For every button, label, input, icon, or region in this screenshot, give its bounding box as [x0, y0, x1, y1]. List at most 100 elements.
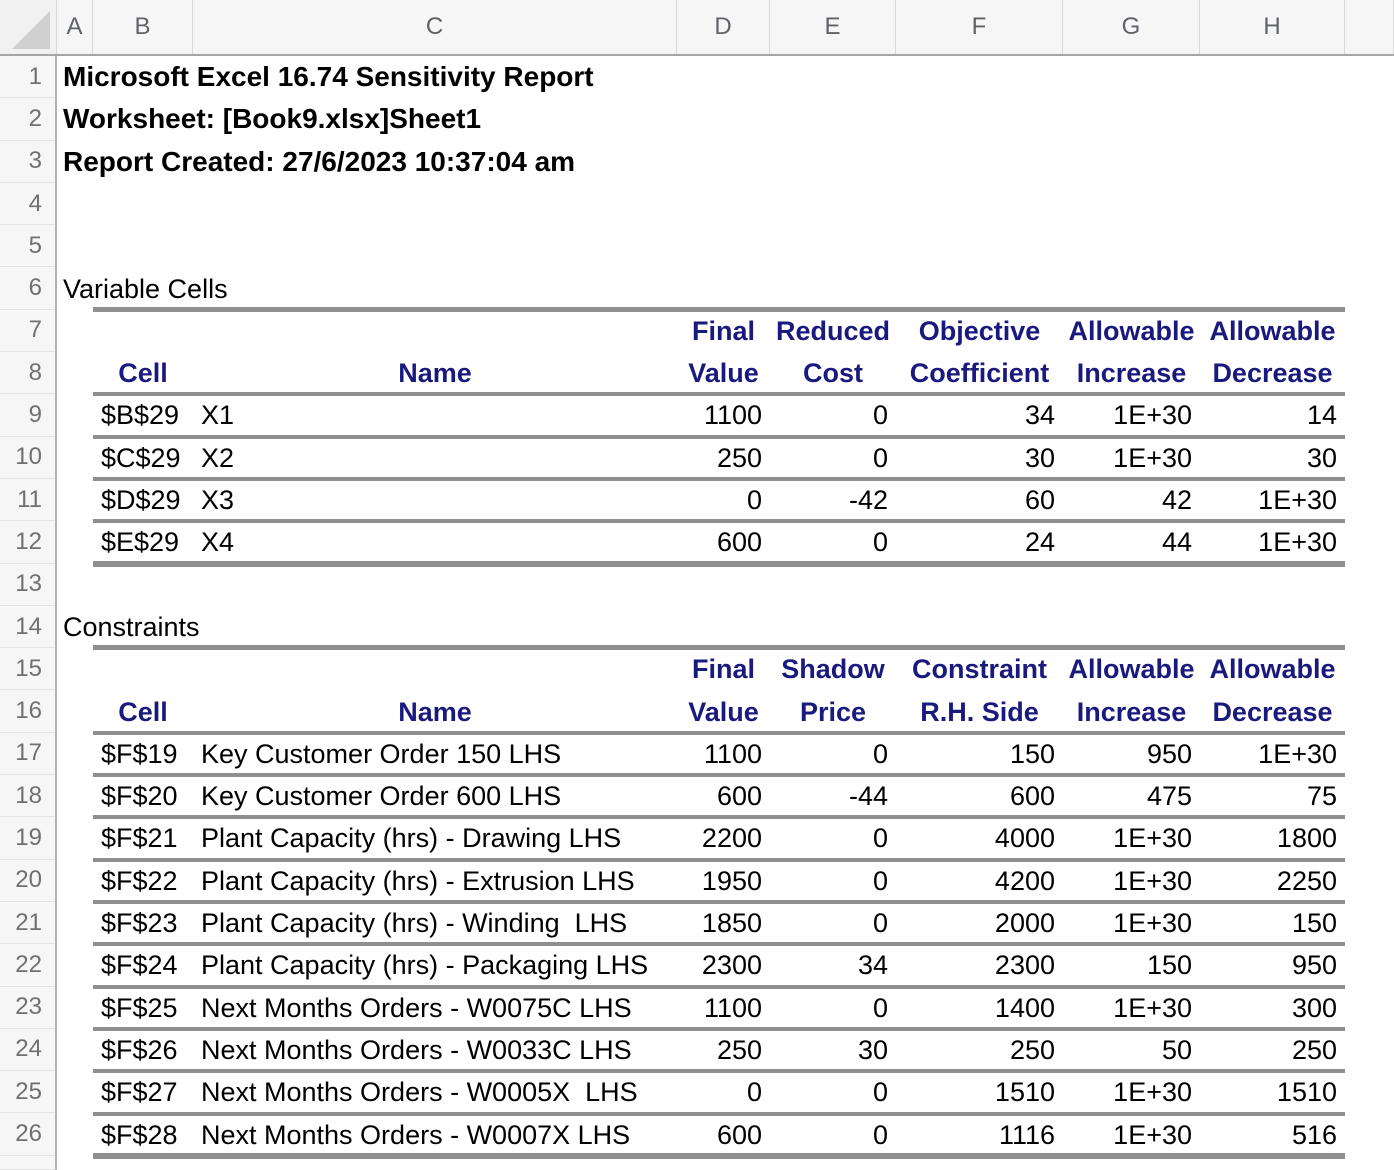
cell-value-objective_coefficient[interactable]: 34	[1024, 400, 1055, 430]
cell-value-allowable_decrease[interactable]: 1E+30	[1258, 485, 1337, 515]
column-header-H[interactable]: H	[1200, 0, 1345, 54]
cell-name[interactable]: Key Customer Order 150 LHS	[201, 739, 562, 769]
cell-ref[interactable]: $F$25	[101, 993, 178, 1023]
cell-ref[interactable]: $F$28	[101, 1120, 178, 1150]
cell-value-allowable_increase[interactable]: 1E+30	[1113, 908, 1192, 938]
col-label-increase[interactable]: Increase	[1076, 697, 1187, 727]
cell-value-constraint_rh_side[interactable]: 2300	[994, 950, 1055, 980]
row-header-10[interactable]: 10	[0, 437, 55, 479]
cell-value-allowable_increase[interactable]: 1E+30	[1113, 400, 1192, 430]
cell-value-constraint_rh_side[interactable]: 4200	[994, 866, 1055, 896]
column-header-D[interactable]: D	[677, 0, 770, 54]
cell-value-shadow_price[interactable]: 0	[872, 908, 888, 938]
cell-value-final_value[interactable]: 2200	[701, 823, 762, 853]
cell-value-shadow_price[interactable]: 0	[872, 739, 888, 769]
cell-value-objective_coefficient[interactable]: 30	[1024, 443, 1055, 473]
cell-value-allowable_decrease[interactable]: 30	[1306, 443, 1337, 473]
row-header-11[interactable]: 11	[0, 479, 55, 522]
cell-ref[interactable]: $E$29	[101, 527, 180, 557]
cell-value-allowable_increase[interactable]: 44	[1161, 527, 1192, 557]
row-header-5[interactable]: 5	[0, 225, 55, 268]
cell-value-allowable_increase[interactable]: 950	[1146, 739, 1192, 769]
row-header-21[interactable]: 21	[0, 902, 55, 945]
cell-value-allowable_increase[interactable]: 1E+30	[1113, 993, 1192, 1023]
cell-value-constraint_rh_side[interactable]: 600	[1009, 781, 1055, 811]
cell-value-final_value[interactable]: 2300	[701, 950, 762, 980]
col-label-allowable[interactable]: Allowable	[1209, 316, 1336, 346]
row-header-9[interactable]: 9	[0, 394, 55, 437]
cell-value-final_value[interactable]: 1850	[701, 908, 762, 938]
column-header-B[interactable]: B	[93, 0, 193, 54]
cell-value-allowable_increase[interactable]: 150	[1146, 950, 1192, 980]
cell-name[interactable]: X1	[201, 400, 235, 430]
cell-name[interactable]: Plant Capacity (hrs) - Winding LHS	[201, 908, 628, 938]
col-label-allowable[interactable]: Allowable	[1209, 654, 1336, 684]
cell-value-final_value[interactable]: 600	[716, 781, 762, 811]
cell-value-constraint_rh_side[interactable]: 150	[1009, 739, 1055, 769]
report-title-cell[interactable]: Microsoft Excel 16.74 Sensitivity Report	[63, 61, 594, 92]
cell-value-final_value[interactable]: 1950	[701, 866, 762, 896]
col-label-r-h-side[interactable]: R.H. Side	[920, 697, 1039, 727]
row-header-12[interactable]: 12	[0, 521, 55, 564]
row-header-19[interactable]: 19	[0, 817, 55, 860]
cell-value-allowable_increase[interactable]: 50	[1161, 1035, 1192, 1065]
cell-value-allowable_decrease[interactable]: 1510	[1276, 1077, 1337, 1107]
row-header-16[interactable]: 16	[0, 690, 55, 733]
col-label-constraint[interactable]: Constraint	[912, 654, 1047, 684]
cell-name[interactable]: Plant Capacity (hrs) - Drawing LHS	[201, 823, 622, 853]
col-label-allowable[interactable]: Allowable	[1068, 316, 1195, 346]
row-header-23[interactable]: 23	[0, 987, 55, 1029]
row-header-4[interactable]: 4	[0, 183, 55, 226]
cell-value-constraint_rh_side[interactable]: 1400	[994, 993, 1055, 1023]
cell-value-allowable_decrease[interactable]: 14	[1306, 400, 1337, 430]
cell-name[interactable]: Key Customer Order 600 LHS	[201, 781, 562, 811]
row-header-25[interactable]: 25	[0, 1071, 55, 1114]
cell-value-shadow_price[interactable]: 0	[872, 1120, 888, 1150]
cell-value-allowable_increase[interactable]: 1E+30	[1113, 1120, 1192, 1150]
col-label-reduced[interactable]: Reduced	[775, 316, 891, 346]
cell-value-reduced_cost[interactable]: 0	[872, 527, 888, 557]
cell-value-allowable_decrease[interactable]: 1E+30	[1258, 527, 1337, 557]
row-header-14[interactable]: 14	[0, 606, 55, 649]
cell-name[interactable]: Next Months Orders - W0075C LHS	[201, 993, 632, 1023]
row-header-8[interactable]: 8	[0, 352, 55, 395]
row-header-20[interactable]: 20	[0, 860, 55, 902]
row-header-3[interactable]: 3	[0, 141, 55, 183]
constraints-section-label[interactable]: Constraints	[63, 612, 200, 642]
row-header-1[interactable]: 1	[0, 56, 55, 99]
col-label-final[interactable]: Final	[691, 316, 755, 346]
col-label-name[interactable]: Name	[398, 358, 472, 388]
cell-name[interactable]: X2	[201, 443, 235, 473]
cell-value-final_value[interactable]: 250	[716, 1035, 762, 1065]
column-header-A[interactable]: A	[57, 0, 93, 54]
cell-ref[interactable]: $F$21	[101, 823, 178, 853]
cell-ref[interactable]: $F$22	[101, 866, 178, 896]
col-label-shadow[interactable]: Shadow	[781, 654, 885, 684]
col-label-objective[interactable]: Objective	[918, 316, 1041, 346]
cell-value-allowable_decrease[interactable]: 2250	[1276, 866, 1337, 896]
row-header-18[interactable]: 18	[0, 775, 55, 818]
col-label-cost[interactable]: Cost	[803, 358, 863, 388]
cell-ref[interactable]: $C$29	[101, 443, 181, 473]
cell-value-constraint_rh_side[interactable]: 4000	[994, 823, 1055, 853]
cell-value-allowable_increase[interactable]: 42	[1161, 485, 1192, 515]
cell-value-shadow_price[interactable]: -44	[848, 781, 888, 811]
cell-value-allowable_decrease[interactable]: 1E+30	[1258, 739, 1337, 769]
cell-name[interactable]: Next Months Orders - W0005X LHS	[201, 1077, 638, 1107]
variable-cells-section-label[interactable]: Variable Cells	[63, 274, 228, 304]
cell-value-shadow_price[interactable]: 0	[872, 993, 888, 1023]
cell-ref[interactable]: $F$26	[101, 1035, 178, 1065]
cell-name[interactable]: X3	[201, 485, 235, 515]
column-header-partial[interactable]	[1345, 0, 1394, 54]
cell-ref[interactable]: $F$27	[101, 1077, 178, 1107]
cell-value-allowable_decrease[interactable]: 150	[1291, 908, 1337, 938]
cell-name[interactable]: Next Months Orders - W0033C LHS	[201, 1035, 632, 1065]
cell-value-allowable_decrease[interactable]: 250	[1291, 1035, 1337, 1065]
cell-value-final_value[interactable]: 250	[716, 443, 762, 473]
cell-value-allowable_decrease[interactable]: 516	[1291, 1120, 1337, 1150]
row-header-2[interactable]: 2	[0, 98, 55, 141]
cell-ref[interactable]: $F$23	[101, 908, 178, 938]
report-created-cell[interactable]: Report Created: 27/6/2023 10:37:04 am	[63, 146, 576, 177]
cell-value-allowable_increase[interactable]: 475	[1146, 781, 1192, 811]
cell-value-constraint_rh_side[interactable]: 1510	[994, 1077, 1055, 1107]
